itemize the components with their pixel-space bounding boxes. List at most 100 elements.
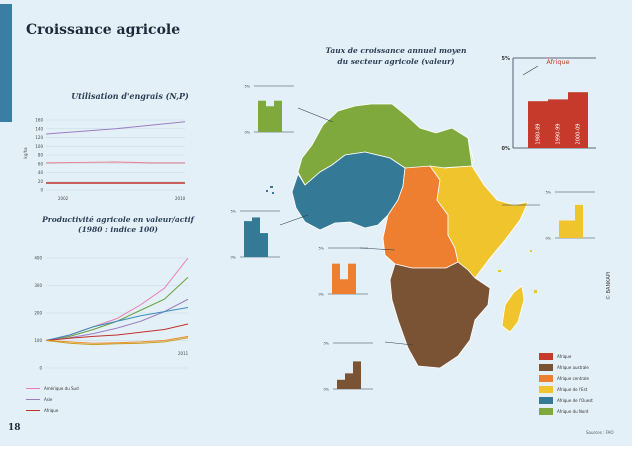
minichart-bottom-label: 0% <box>244 131 250 135</box>
productivity-title-line2: (1980 : indice 100) <box>78 225 158 234</box>
minichart-bar <box>559 220 567 238</box>
minichart-bar <box>258 100 266 132</box>
map-island-mauritius <box>534 290 537 293</box>
minichart-bar <box>252 217 260 257</box>
minichart-top-label: 5% <box>244 85 250 89</box>
map-region-afrique-de-l-est <box>429 165 529 279</box>
afrique-chart-period-label: 1980-89 <box>536 124 542 145</box>
fertilizer-series-line <box>45 121 186 135</box>
line-legend-label: Asie <box>44 397 53 402</box>
line-legend-label: Afrique <box>44 408 59 413</box>
afrique-chart-period-label: 1990-99 <box>556 124 562 145</box>
minichart-bar <box>340 279 348 294</box>
minichart-afrique-centrale: 5% 0% <box>318 247 368 297</box>
fertilizer-chart: 160 140 120 100 80 60 40 20 0 kg/ha 2002 2010 <box>23 118 186 202</box>
accent-stripe <box>0 4 12 122</box>
minichart-bar <box>260 233 268 257</box>
region-legend-item: Afrique de l'Ouest <box>539 397 593 404</box>
region-legend-item: Afrique australe <box>539 364 589 371</box>
productivity-ytick: 400 <box>34 256 42 261</box>
productivity-series-line <box>45 323 189 341</box>
fertilizer-ytick: 40 <box>38 170 44 175</box>
afrique-chart-period-label: 2000-09 <box>576 124 582 145</box>
afrique-chart-bar <box>548 99 568 148</box>
productivity-ytick: 200 <box>34 311 42 316</box>
line-legend-item: Amérique du Sud <box>26 386 79 391</box>
minichart-bottom-label: 0% <box>323 388 329 392</box>
minichart-bottom-label: 0% <box>230 256 236 260</box>
minichart-bottom-label: 0% <box>318 293 324 297</box>
minichart-bar <box>353 361 361 389</box>
line-legend-label: Amérique du Sud <box>44 386 79 391</box>
map-island-comoros <box>498 270 501 272</box>
fertilizer-ytick: 0 <box>40 188 43 193</box>
region-legend-swatch <box>539 375 553 382</box>
afrique-chart-bar <box>568 92 588 148</box>
minichart-afrique-de-l-est: 5% 0% <box>545 191 595 241</box>
line-legend-item: Afrique <box>26 408 58 413</box>
map-title: Taux de croissance annuel moyen du secte… <box>296 45 496 67</box>
fertilizer-unit-label: kg/ha <box>23 147 28 159</box>
map-island-cape-verde <box>266 186 274 194</box>
fertilizer-xtick: 2010 <box>175 196 186 201</box>
productivity-chart: 400 300 200 100 0 2011 <box>34 256 189 371</box>
fertilizer-ytick: 100 <box>35 144 43 149</box>
minichart-bar <box>337 379 345 389</box>
minichart-bar <box>244 221 252 257</box>
region-legend-item: Afrique <box>539 353 571 360</box>
productivity-ytick: 0 <box>39 366 42 371</box>
fertilizer-chart-title: Utilisation d'engrais (N,P) <box>71 91 189 101</box>
line-legend-item: Asie <box>26 397 52 402</box>
productivity-ytick: 300 <box>34 283 42 288</box>
productivity-title-line1: Productivité agricole en valeur/actif <box>42 215 194 224</box>
region-legend-item: Afrique centrale <box>539 375 589 382</box>
afrique-chart-bottom-label: 0% <box>502 146 511 152</box>
page-number: 18 <box>8 423 21 433</box>
region-legend-swatch <box>539 408 553 415</box>
productivity-chart-title: Productivité agricole en valeur/actif (1… <box>18 215 218 235</box>
afrique-chart-bar <box>528 101 548 148</box>
afrique-chart-top-label: 5% <box>502 56 511 62</box>
productivity-series-line <box>45 337 189 346</box>
minichart-bar <box>567 220 575 238</box>
minichart-afrique-du-nord: 5% 0% <box>244 85 294 135</box>
minichart-bottom-label: 0% <box>545 237 551 241</box>
minichart-top-label: 5% <box>323 342 329 346</box>
fertilizer-ytick: 120 <box>35 135 43 140</box>
region-legend-label: Afrique australe <box>557 365 589 370</box>
minichart-bar <box>274 100 282 132</box>
map-island-madagascar <box>501 285 525 333</box>
minichart-top-label: 5% <box>545 191 551 195</box>
minichart-top-label: 5% <box>230 210 236 214</box>
region-legend-label: Afrique de l'Est <box>557 387 588 392</box>
region-legend-swatch <box>539 353 553 360</box>
fertilizer-ytick: 140 <box>35 126 43 131</box>
minichart-bar <box>348 263 356 294</box>
productivity-series-line <box>45 307 189 341</box>
fertilizer-series-line <box>45 161 185 164</box>
region-legend-label: Afrique centrale <box>557 376 589 381</box>
fertilizer-ytick: 60 <box>38 161 44 166</box>
minichart-bar <box>266 106 274 132</box>
fertilizer-ytick: 160 <box>35 118 43 123</box>
afrique-chart-label: Afrique <box>546 58 569 66</box>
line-legend-swatch <box>26 409 40 412</box>
minichart-top-label: 5% <box>318 247 324 251</box>
fertilizer-xtick: 2002 <box>58 196 69 201</box>
page-title: Croissance agricole <box>26 22 181 38</box>
line-legend-swatch <box>26 398 40 401</box>
map-island-seychelles <box>530 250 532 252</box>
minichart-afrique-de-l-ouest: 5% 0% <box>230 210 280 260</box>
region-legend-label: Afrique <box>557 354 572 359</box>
minichart-afrique-australe: 5% 0% <box>323 342 373 392</box>
map-region-afrique-australe <box>389 261 491 369</box>
map-callout-lines <box>279 65 540 346</box>
minichart-bar <box>575 204 583 238</box>
map-title-line1: Taux de croissance annuel moyen <box>325 46 467 55</box>
region-legend-label: Afrique du Nord <box>557 409 589 414</box>
productivity-series-line <box>45 335 189 344</box>
productivity-ytick: 100 <box>34 338 42 343</box>
line-legend-swatch <box>26 387 40 390</box>
